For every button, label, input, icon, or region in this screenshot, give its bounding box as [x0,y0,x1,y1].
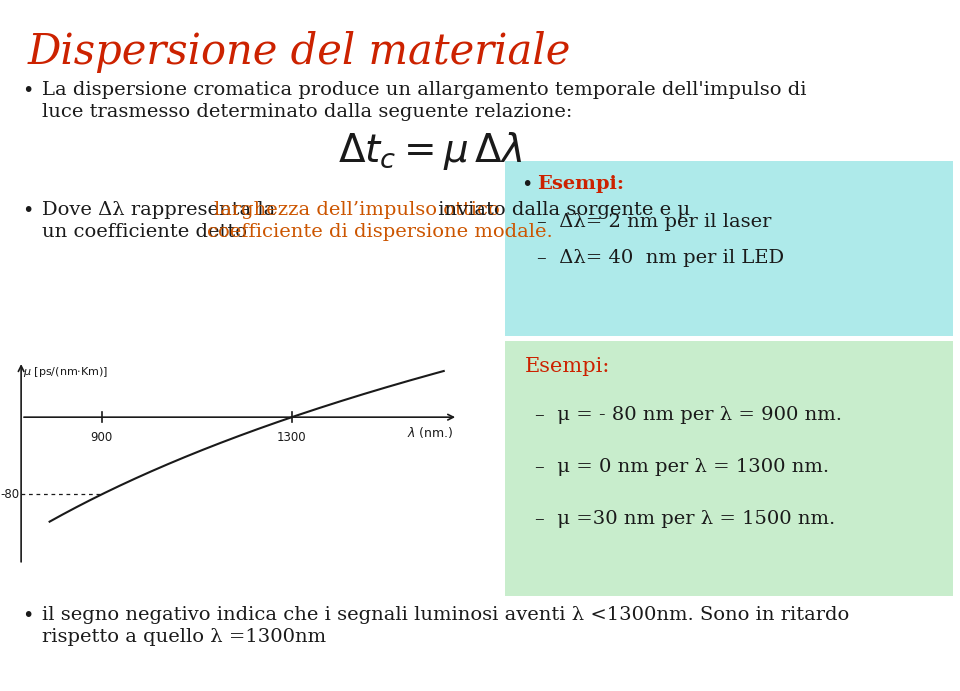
Text: –  μ =30 nm per λ = 1500 nm.: – μ =30 nm per λ = 1500 nm. [535,510,835,528]
Text: •: • [22,201,34,220]
Text: –  Δλ= 2 nm per il laser: – Δλ= 2 nm per il laser [537,213,772,231]
Bar [505,341,953,596]
Text: Dispersione del materiale: Dispersione del materiale [28,31,571,73]
Text: La dispersione cromatica produce un allargamento temporale dell'impulso di: La dispersione cromatica produce un alla… [42,81,806,99]
Bar [505,161,953,336]
Text: il segno negativo indica che i segnali luminosi aventi λ <1300nm. Sono in ritard: il segno negativo indica che i segnali l… [42,606,850,624]
Text: $\lambda$ (nm.): $\lambda$ (nm.) [406,425,453,440]
Text: 1300: 1300 [277,430,306,444]
Text: luce trasmesso determinato dalla seguente relazione:: luce trasmesso determinato dalla seguent… [42,103,572,121]
Text: Esempi:: Esempi: [537,175,624,193]
Text: Esempi:: Esempi: [525,357,611,376]
Text: •: • [22,606,34,625]
Text: –  μ = 0 nm per λ = 1300 nm.: – μ = 0 nm per λ = 1300 nm. [535,458,829,476]
Text: Dove Δλ rappresenta la: Dove Δλ rappresenta la [42,201,281,219]
Text: –  μ = - 80 nm per λ = 900 nm.: – μ = - 80 nm per λ = 900 nm. [535,406,842,424]
Text: 900: 900 [90,430,113,444]
Text: –  Δλ= 40  nm per il LED: – Δλ= 40 nm per il LED [537,249,784,267]
Text: un coefficiente detto: un coefficiente detto [42,223,253,241]
Text: rispetto a quello λ =1300nm: rispetto a quello λ =1300nm [42,628,326,646]
Text: larghezza dell’impulso ottico: larghezza dell’impulso ottico [214,201,500,219]
Text: -80: -80 [0,488,19,501]
Text: $\mu$ [ps/(nm$\cdot$Km)]: $\mu$ [ps/(nm$\cdot$Km)] [23,365,108,379]
Text: •: • [521,175,533,194]
Text: inviato dalla sorgente e μ: inviato dalla sorgente e μ [432,201,690,219]
Text: coefficiente di dispersione modale.: coefficiente di dispersione modale. [207,223,553,241]
Text: •: • [22,81,34,100]
Text: $\Delta t_c = \mu\,\Delta\lambda$: $\Delta t_c = \mu\,\Delta\lambda$ [338,130,522,172]
